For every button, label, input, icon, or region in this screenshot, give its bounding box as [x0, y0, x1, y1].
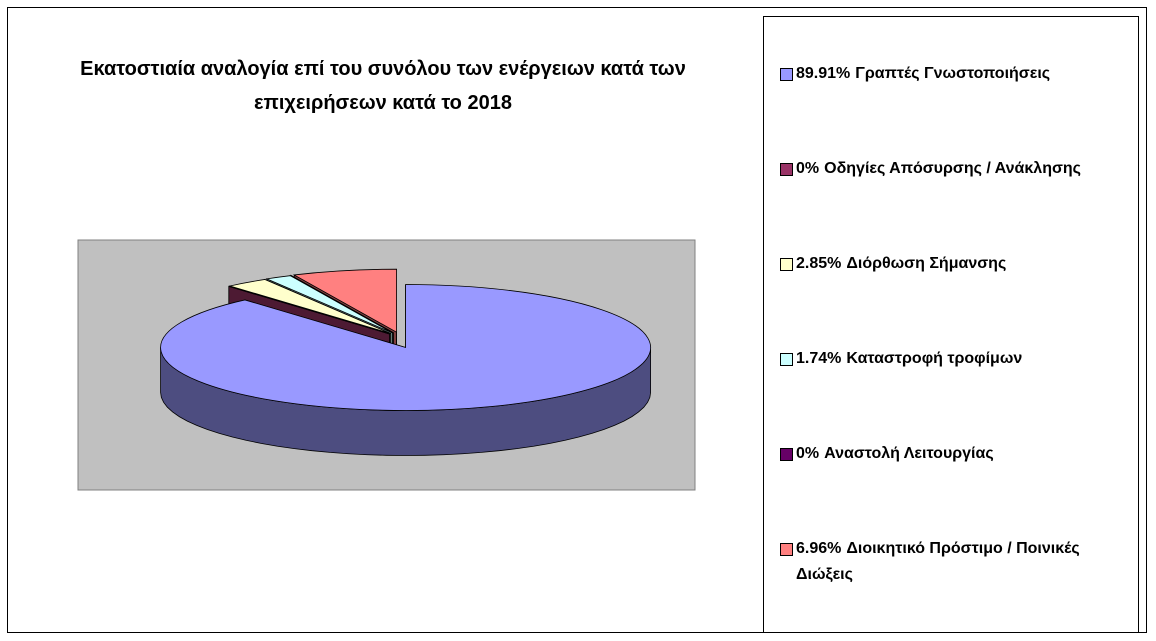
- legend-value: 2.85%: [796, 255, 842, 273]
- legend-text: 2.85% Διόρθωση Σήμανσης: [796, 251, 1006, 277]
- legend-value: 0%: [796, 160, 820, 178]
- legend-label: Γραπτές Γνωστοποιήσεις: [855, 65, 1051, 83]
- slice: [228, 286, 390, 335]
- legend-text: 6.96% Διοικητικό Πρόστιμο / Ποινικές Διώξ…: [796, 536, 1128, 588]
- legend-swatch: [780, 163, 793, 177]
- legend-label: Οδηγίες Απόσυρσης / Ανάκλησης: [824, 160, 1081, 178]
- slice: [228, 279, 391, 334]
- legend-value: 0%: [796, 444, 820, 462]
- legend-label: Αναστολή Λειτουργίας: [824, 444, 994, 462]
- legend-swatch: [780, 542, 793, 556]
- legend: 89.91% Γραπτές Γνωστοποιήσεις 0% Οδηγίες Απ…: [763, 16, 1139, 633]
- legend-item: 2.85% Διόρθωση Σήμανσης: [780, 251, 1128, 277]
- slice: [160, 284, 651, 411]
- legend-label: Διόρθωση Σήμανσης: [846, 255, 1007, 273]
- slice: [265, 275, 393, 334]
- slice: [290, 275, 394, 334]
- legend-item: 0% Οδηγίες Απόσυρσης / Ανάκλησης: [780, 156, 1128, 182]
- chart-frame: [7, 7, 1147, 633]
- legend-swatch: [780, 352, 793, 366]
- legend-label: Διοικητικό Πρόστιμο / Ποινικές Διώξεις: [796, 539, 1080, 583]
- legend-label: Καταστροφή τροφίμων: [846, 349, 1023, 367]
- legend-swatch: [780, 447, 793, 461]
- legend-text: 1.74% Καταστροφή τροφίμων: [796, 346, 1022, 372]
- legend-item: 1.74% Καταστροφή τροφίμων: [780, 346, 1128, 372]
- legend-item: 0% Αναστολή Λειτουργίας: [780, 441, 1128, 467]
- legend-swatch: [780, 258, 793, 272]
- legend-swatch: [780, 68, 793, 82]
- legend-value: 1.74%: [796, 349, 842, 367]
- legend-text: 0% Αναστολή Λειτουργίας: [796, 441, 994, 467]
- chart-title: Εκατοστιαία αναλογία επί του συνόλου των…: [80, 58, 686, 114]
- legend-value: 89.91%: [796, 65, 851, 83]
- legend-text: 89.91% Γραπτές Γνωστοποιήσεις: [796, 61, 1050, 87]
- slice: [292, 268, 397, 333]
- legend-text: 0% Οδηγίες Απόσυρσης / Ανάκλησης: [796, 156, 1081, 182]
- legend-value: 6.96%: [796, 539, 842, 557]
- pie: [160, 268, 652, 456]
- legend-item: 6.96% Διοικητικό Πρόστιμο / Ποινικές Διώξ…: [780, 536, 1128, 588]
- legend-item: 89.91% Γραπτές Γνωστοποιήσεις: [780, 61, 1128, 87]
